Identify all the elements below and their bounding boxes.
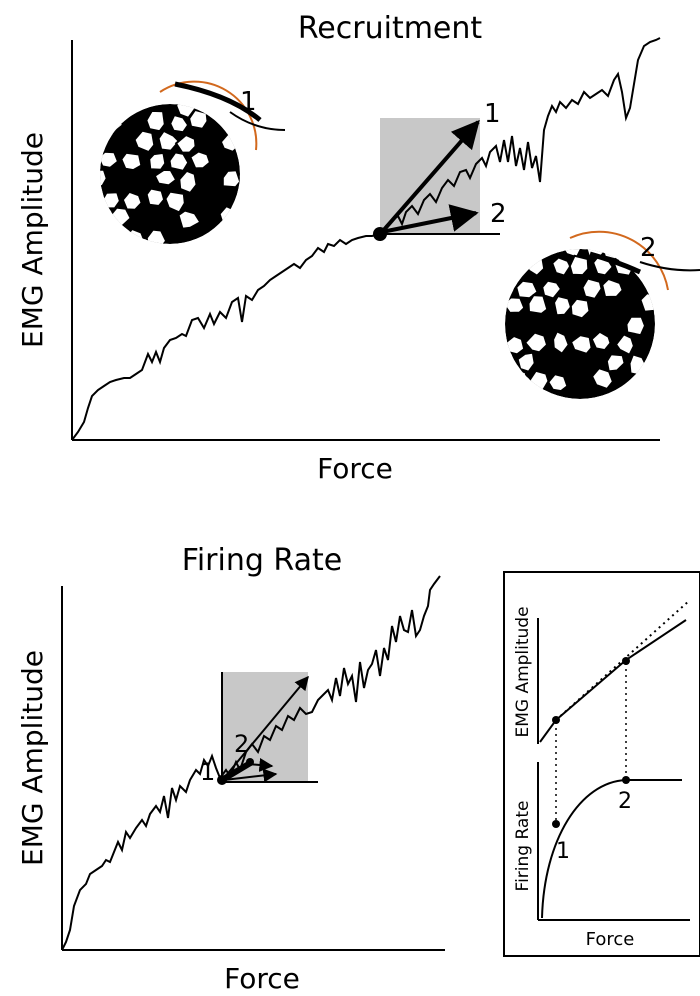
bottom-thick-segment bbox=[220, 759, 254, 783]
inset-bottom-y-label: Firing Rate bbox=[513, 801, 533, 892]
bottom-y-axis-label: EMG Amplitude bbox=[16, 650, 49, 866]
muscle-fiber bbox=[221, 169, 240, 189]
muscle-fiber bbox=[123, 227, 146, 244]
inset-firing-point-2 bbox=[622, 776, 630, 784]
muscle-fiber bbox=[568, 254, 590, 277]
muscle-fiber bbox=[174, 133, 197, 154]
muscle-fiber bbox=[145, 109, 166, 133]
muscle-fiber bbox=[639, 291, 655, 313]
muscle-fiber bbox=[590, 367, 615, 391]
muscle-fiber bbox=[153, 168, 178, 187]
muscle-fiber bbox=[100, 227, 125, 244]
muscle-fiber bbox=[601, 277, 624, 299]
muscle-fiber bbox=[638, 367, 655, 391]
top-arrow-2 bbox=[381, 204, 479, 234]
top-x-axis-label: Force bbox=[317, 452, 393, 485]
muscle-fiber bbox=[507, 368, 528, 389]
inset-label-2: 2 bbox=[618, 789, 632, 814]
muscle-fiber bbox=[178, 169, 198, 195]
bottom-label-1: 1 bbox=[200, 758, 215, 786]
muscle-fiber bbox=[541, 279, 563, 300]
muscle-fiber bbox=[148, 151, 167, 171]
inset-x-label: Force bbox=[586, 929, 635, 950]
muscle-fiber bbox=[177, 209, 202, 230]
muscle-cross-section-2: 2 bbox=[505, 230, 700, 399]
recruitment-panel: Recruitment EMG Amplitude Force 1 2 1 bbox=[16, 11, 700, 485]
muscle-fiber bbox=[515, 279, 539, 300]
muscle-fiber bbox=[527, 294, 549, 315]
muscle-fiber bbox=[569, 334, 593, 355]
muscle-fiber bbox=[100, 104, 115, 111]
bottom-label-2: 2 bbox=[234, 730, 249, 758]
inset-top-y-label: EMG Amplitude bbox=[513, 606, 533, 737]
muscle-fiber bbox=[552, 294, 573, 317]
bottom-arrow-short bbox=[223, 768, 278, 783]
firing-rate-panel: Firing Rate EMG Amplitude Force 1 2 bbox=[16, 543, 445, 995]
top-arrow-2-label: 2 bbox=[490, 199, 507, 229]
top-arrow-1 bbox=[380, 119, 480, 234]
muscle-fiber bbox=[605, 353, 626, 373]
bottom-arrow-long bbox=[223, 675, 309, 779]
top-y-axis-label: EMG Amplitude bbox=[16, 132, 49, 348]
inset-firing-point-1 bbox=[552, 820, 560, 828]
muscle-fiber bbox=[523, 331, 549, 354]
firing-rate-title: Firing Rate bbox=[182, 543, 342, 578]
muscle-fiber bbox=[133, 129, 156, 154]
muscle-fiber bbox=[505, 249, 515, 261]
muscle-fiber bbox=[100, 132, 107, 153]
muscle-fiber bbox=[590, 330, 612, 352]
muscle-fiber bbox=[614, 333, 635, 357]
muscle-fiber bbox=[516, 351, 536, 373]
muscle-2-label: 2 bbox=[640, 233, 657, 263]
muscle-fiber bbox=[145, 228, 168, 244]
muscle-fiber bbox=[145, 187, 166, 208]
muscle-fiber bbox=[625, 315, 647, 337]
muscle-fiber bbox=[189, 150, 212, 170]
muscle-fiber bbox=[188, 108, 209, 130]
muscle-fiber bbox=[505, 296, 526, 314]
inset-frame bbox=[503, 571, 700, 957]
inset-emg-point-1 bbox=[552, 716, 560, 724]
inset-panel: EMG Amplitude Firing Rate Force 1 2 bbox=[503, 571, 700, 957]
muscle-fiber bbox=[100, 208, 113, 230]
muscle-fiber bbox=[505, 334, 526, 356]
muscle-fiber bbox=[551, 256, 572, 277]
muscle-fiber bbox=[121, 190, 143, 211]
muscle-fiber bbox=[164, 190, 186, 214]
inset-firing-curve bbox=[541, 779, 682, 919]
muscle-fiber bbox=[569, 297, 591, 320]
muscle-fiber bbox=[100, 191, 121, 210]
muscle-fiber bbox=[547, 373, 569, 393]
muscle-cross-section-1: 1 bbox=[100, 80, 286, 244]
recruitment-title: Recruitment bbox=[298, 11, 483, 46]
muscle-fiber bbox=[120, 151, 143, 172]
muscle-fiber bbox=[552, 330, 570, 356]
muscle-fiber bbox=[100, 168, 108, 188]
top-arrow-1-label: 1 bbox=[484, 99, 501, 129]
muscle-fiber bbox=[100, 150, 120, 169]
bottom-arrow-mid bbox=[247, 757, 274, 772]
muscle-1-label: 1 bbox=[240, 87, 257, 117]
muscle-fiber bbox=[157, 129, 181, 152]
inset-label-1: 1 bbox=[556, 839, 570, 864]
muscle-fiber bbox=[505, 353, 518, 377]
muscle-fiber bbox=[218, 204, 240, 229]
muscle-fiber bbox=[168, 151, 190, 172]
bottom-x-axis-label: Force bbox=[224, 962, 300, 995]
inset-emg-curve bbox=[539, 619, 687, 743]
muscle-fiber bbox=[169, 113, 190, 134]
muscle-fiber bbox=[581, 277, 603, 301]
muscle-fiber bbox=[110, 104, 130, 117]
inset-emg-point-2 bbox=[622, 657, 630, 665]
